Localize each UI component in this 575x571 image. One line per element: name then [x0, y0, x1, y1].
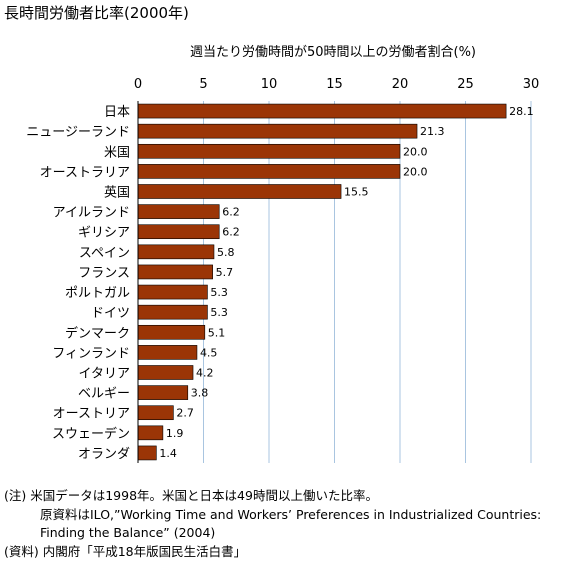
- value-labels: 28.1 21.3 20.0 20.0 15.5 6.2 6.2 5.8 5.7 5.3 5.3 5.…: [159, 105, 533, 460]
- value-label: 5.3: [210, 286, 228, 299]
- bar: [137, 204, 220, 219]
- value-label: 6.2: [222, 226, 240, 239]
- bar: [137, 184, 342, 199]
- value-label: 21.3: [420, 125, 445, 138]
- x-tick-label: 0: [134, 77, 142, 92]
- value-label: 28.1: [509, 105, 534, 118]
- x-tick-label: 15: [326, 77, 343, 92]
- bar: [137, 445, 157, 461]
- x-tick-labels: 0 5 10 15 20 25 30: [134, 77, 539, 92]
- category-label: アイルランド: [53, 206, 130, 221]
- category-label: オーストリア: [53, 407, 130, 422]
- value-label: 20.0: [403, 145, 428, 158]
- note-line-3: Finding the Balance” (2004): [40, 525, 216, 540]
- value-label: 5.1: [208, 326, 226, 339]
- value-label: 15.5: [344, 186, 369, 199]
- value-label: 1.9: [166, 427, 184, 440]
- value-label: 4.2: [196, 367, 214, 380]
- chart-title: 長時間労働者比率(2000年): [4, 4, 189, 22]
- bar: [137, 143, 401, 159]
- bar: [137, 284, 208, 300]
- bar: [137, 385, 189, 400]
- value-label: 3.8: [191, 387, 209, 400]
- note-line-4: (資料) 内閣府「平成18年版国民生活白書」: [4, 543, 247, 559]
- bar: [137, 244, 215, 260]
- note-line-2: 原資料はILO,”Working Time and Workers’ Prefe…: [40, 506, 542, 522]
- bar: [137, 164, 401, 179]
- category-label: 英国: [104, 186, 130, 201]
- value-label: 1.4: [159, 447, 177, 460]
- category-label: オランダ: [78, 447, 130, 462]
- footnotes: (注) 米国データは1998年。米国と日本は49時間以上働いた比率。 原資料はI…: [4, 487, 541, 561]
- x-tick-label: 30: [523, 77, 540, 92]
- category-label: スペイン: [79, 246, 130, 261]
- bar: [137, 103, 507, 119]
- category-label: ニュージーランド: [26, 125, 130, 140]
- bar: [137, 425, 164, 441]
- x-tick-label: 5: [199, 77, 207, 92]
- value-label: 20.0: [403, 165, 428, 178]
- bar: [137, 224, 220, 240]
- category-label: 日本: [104, 105, 130, 120]
- bar: [137, 264, 213, 280]
- value-label: 5.3: [210, 306, 228, 319]
- category-label: ベルギー: [78, 387, 130, 402]
- bar: [137, 304, 208, 320]
- bar: [137, 324, 206, 340]
- category-labels: 日本ニュージーランド米国オーストラリア英国アイルランドギリシアスペインフランスポ…: [26, 105, 130, 462]
- category-label: ギリシア: [78, 226, 130, 241]
- x-tick-label: 25: [457, 77, 474, 92]
- category-label: デンマーク: [65, 325, 130, 341]
- bar: [137, 405, 174, 421]
- bar: [137, 345, 198, 360]
- category-label: ポルトガル: [65, 286, 130, 301]
- bar-chart: 週当たり労働時間が50時間以上の労働者割合(%) 0 5 10 15 20 25 30 日本…: [26, 44, 539, 463]
- note-line-1: (注) 米国データは1998年。米国と日本は49時間以上働いた比率。: [4, 488, 378, 503]
- value-label: 5.7: [216, 266, 234, 279]
- category-label: オーストラリア: [40, 165, 130, 180]
- category-label: 米国: [104, 145, 130, 160]
- x-tick-label: 10: [261, 77, 278, 92]
- value-label: 6.2: [222, 206, 240, 219]
- category-label: ドイツ: [91, 306, 130, 321]
- x-tick-label: 20: [392, 77, 409, 92]
- category-label: フランス: [78, 266, 130, 281]
- category-label: スウェーデン: [52, 426, 130, 442]
- x-axis-label: 週当たり労働時間が50時間以上の労働者割合(%): [190, 44, 476, 60]
- value-label: 5.8: [217, 246, 235, 259]
- category-label: フィンランド: [52, 346, 130, 361]
- grid-lines: [203, 101, 532, 463]
- value-label: 4.5: [200, 346, 218, 359]
- value-label: 2.7: [176, 407, 194, 420]
- category-label: イタリア: [79, 367, 130, 382]
- bar: [137, 123, 418, 139]
- bar: [137, 365, 194, 380]
